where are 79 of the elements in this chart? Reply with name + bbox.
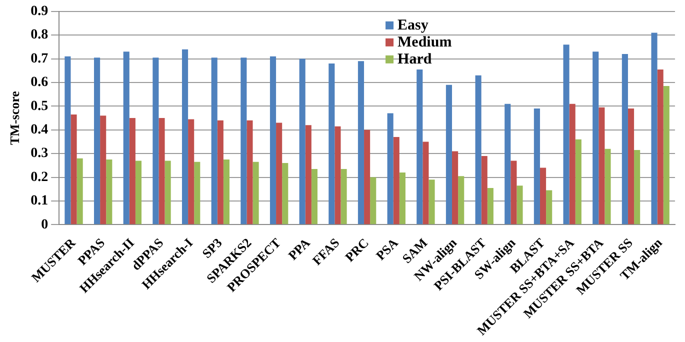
bar xyxy=(663,86,670,224)
bar xyxy=(276,122,282,224)
bar xyxy=(510,160,517,224)
x-tick-label: PSA xyxy=(372,234,402,264)
bar xyxy=(94,58,100,224)
y-axis-title: TM-score xyxy=(7,90,22,145)
bar xyxy=(487,188,494,224)
bar xyxy=(458,176,464,224)
bar xyxy=(340,168,347,224)
bar xyxy=(217,120,224,224)
y-tick-label: 0.7 xyxy=(30,51,48,66)
bar xyxy=(546,190,552,224)
bar xyxy=(604,148,611,224)
bar xyxy=(252,162,259,224)
bar xyxy=(364,130,370,224)
bar xyxy=(534,108,540,224)
y-tick-label: 0.1 xyxy=(30,194,48,209)
bar xyxy=(100,116,106,224)
bar xyxy=(358,61,364,224)
bar xyxy=(475,75,482,224)
bar xyxy=(446,84,452,224)
bar xyxy=(270,56,276,224)
bar xyxy=(657,69,664,224)
y-tick-label: 0.3 xyxy=(30,146,48,162)
bar xyxy=(194,162,200,224)
y-tick-label: 0.5 xyxy=(30,98,48,114)
bar xyxy=(305,125,312,224)
bar xyxy=(188,119,194,224)
bar xyxy=(129,118,136,224)
bar xyxy=(76,158,83,224)
bar xyxy=(64,56,71,224)
legend-label: Medium xyxy=(398,34,452,50)
y-tick-label: 0.8 xyxy=(30,28,48,43)
bar xyxy=(328,64,335,224)
y-tick-label: 0.6 xyxy=(30,75,48,90)
bar xyxy=(387,113,394,224)
bar xyxy=(504,104,511,224)
bar xyxy=(311,168,318,224)
bar xyxy=(563,44,570,224)
bar xyxy=(651,32,658,224)
bar xyxy=(123,52,130,224)
bar xyxy=(399,172,406,224)
bar xyxy=(370,177,376,224)
bar xyxy=(634,150,640,224)
bar xyxy=(416,69,423,224)
bar xyxy=(622,54,628,224)
bar xyxy=(282,163,288,224)
bar xyxy=(182,49,188,224)
legend-label: Hard xyxy=(398,51,432,68)
y-tick-label: 0.4 xyxy=(30,122,48,138)
bar xyxy=(452,151,458,224)
bar xyxy=(628,108,634,224)
bar xyxy=(516,186,523,224)
bar xyxy=(575,139,582,224)
bar xyxy=(70,114,77,224)
bar xyxy=(106,160,112,224)
bar xyxy=(158,118,165,224)
bar xyxy=(164,160,171,224)
bar xyxy=(481,156,488,224)
bar xyxy=(393,136,400,224)
legend-label: Easy xyxy=(398,17,429,34)
bar xyxy=(334,126,341,224)
bar xyxy=(240,58,247,224)
bar xyxy=(299,58,306,224)
x-tick-label: PPA xyxy=(285,234,314,263)
bar xyxy=(598,107,605,224)
bar xyxy=(223,160,230,224)
bar xyxy=(211,58,218,224)
bar xyxy=(592,52,599,224)
bar xyxy=(428,180,435,224)
bar xyxy=(135,160,142,224)
bar xyxy=(246,120,253,224)
y-tick-label: 0.2 xyxy=(30,170,48,185)
y-tick-label: 0 xyxy=(41,217,48,232)
bar xyxy=(152,58,159,224)
bar xyxy=(569,104,576,224)
y-tick-label: 0.9 xyxy=(30,4,48,20)
bar xyxy=(422,142,429,224)
bar xyxy=(540,168,546,224)
